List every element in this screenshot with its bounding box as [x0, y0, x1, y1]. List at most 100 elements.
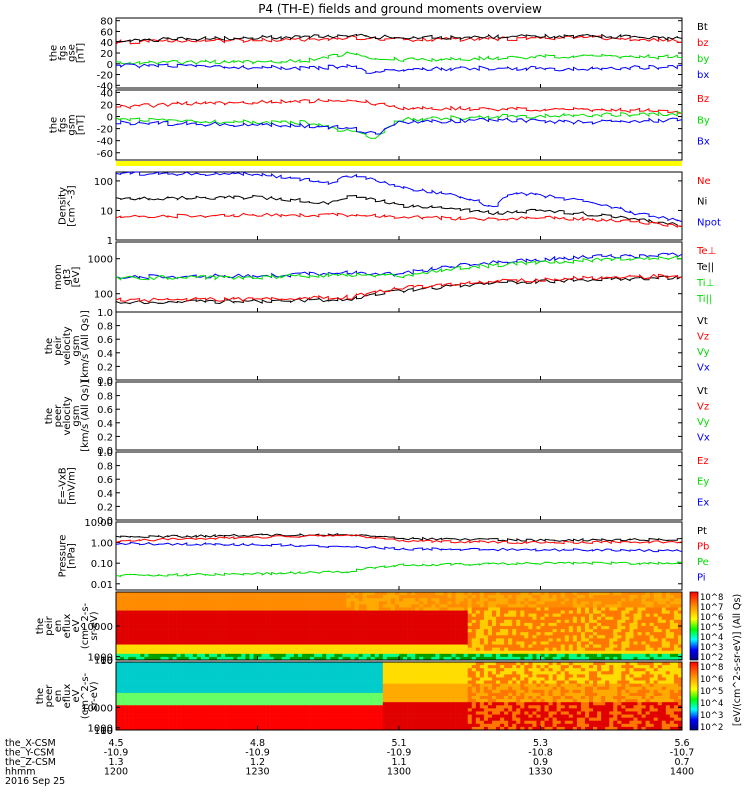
y-tick-label: -20: [97, 71, 113, 82]
series-line-te: [115, 274, 683, 305]
y-tick-label: 60: [100, 27, 113, 38]
spectrogram-cells: [116, 592, 683, 661]
series-line-pe: [115, 561, 683, 578]
plot-frame: [115, 311, 683, 381]
footer-value: 4.5: [108, 738, 123, 749]
series-line-pt: [115, 533, 683, 543]
plot-frame: [115, 381, 683, 451]
footer-value: -10.7: [670, 748, 695, 759]
y-tick-label: 100: [94, 290, 113, 301]
legend-entry: Vy: [697, 417, 710, 428]
legend-entry: Vz: [697, 332, 709, 343]
y-tick-label: 100: [94, 177, 113, 188]
footer-value: -10.8: [528, 748, 553, 759]
y-tick-label: -40: [97, 81, 113, 92]
panel-s2: 10000 100010010thepeerenefluxeV(cm^2-s-sr…: [35, 661, 683, 737]
footer-value: -10.9: [104, 748, 129, 759]
y-tick-label: 0.2: [97, 432, 113, 443]
colorbars: 10^810^710^610^510^410^310^210^8 10^6 10^5…: [689, 591, 743, 733]
y-axis-label: thefgsgse[nT]: [49, 43, 87, 63]
legend-entry: Pb: [697, 542, 709, 553]
series-line-ni: [115, 194, 683, 227]
colorbar-tick: 10^8: [700, 593, 723, 603]
y-tick-label: 40: [100, 88, 113, 99]
plot-frame: [115, 17, 683, 89]
y-tick-label: -20: [97, 125, 113, 136]
y-tick-label: 1: [107, 236, 113, 247]
footer-value: -10.9: [387, 748, 412, 759]
y-tick-label: 20: [100, 100, 113, 111]
footer-value: 0.7: [674, 757, 689, 768]
y-tick-label: 0.01: [91, 580, 113, 591]
y-tick-label: 100: [94, 656, 113, 667]
colorbar-tick: 10^6: [700, 613, 723, 623]
y-tick-label: 1000: [88, 653, 113, 664]
colorbar-s2: 10^8 10^6 10^5 10^4 10^3 10^2: [689, 661, 723, 733]
footer-row-label: hhmm: [5, 767, 36, 778]
footer-value: 1330: [528, 767, 552, 778]
y-axis-label: thepeirenefluxeV(cm^2-s-sr-eV): [35, 602, 100, 649]
footer-date: 2016 Sep 25: [5, 776, 65, 787]
y-tick-label: 1.00: [91, 539, 113, 550]
y-tick-label: 20: [100, 49, 113, 60]
panel-p7: 1.0 0.8 0.6 0.4 0.2 0.0 thepeervelocitygsm[km/…: [44, 378, 710, 457]
y-tick-label: 10000: [81, 622, 113, 633]
y-tick-label: 0.4: [97, 349, 113, 360]
y-tick-label: 0.4: [97, 419, 113, 430]
legend-entry: Bt: [697, 22, 708, 33]
colorbar-tick: 10^2: [700, 653, 723, 663]
footer-value: 0.9: [533, 757, 548, 768]
y-tick-label: 0.2: [97, 362, 113, 373]
y-tick-label: 10.00: [84, 518, 113, 529]
y-axis-label: E=-VxB[mV/m]: [58, 467, 78, 505]
panel-p6: 1.0 0.8 0.6 0.4 0.2 0.0 thepeirvelocitygsm[km/…: [44, 308, 710, 387]
y-tick-label: 0.6: [97, 475, 113, 486]
y-axis-label: thefgsgsm[nT]: [49, 114, 87, 135]
legend-entry: Bz: [697, 94, 709, 105]
colorbar-s1: 10^810^710^610^510^410^310^2: [689, 591, 723, 663]
legend-entry: by: [697, 54, 709, 65]
y-tick-label: 10000: [81, 703, 113, 714]
y-tick-label: 0.6: [97, 405, 113, 416]
series-line-te: [115, 273, 683, 303]
y-axis-label: Density[cm^-3]: [58, 185, 78, 226]
y-tick-label: -40: [97, 137, 113, 148]
y-tick-label: 10: [100, 206, 113, 217]
footer-value: 5.6: [674, 738, 689, 749]
colorbar-tick: 10^7: [700, 603, 723, 613]
series-line-ne: [115, 212, 683, 228]
legend-entry: Vy: [697, 347, 710, 358]
y-axis-label: thepeerenefluxeV(cm^2-s-sr-eV): [35, 672, 100, 719]
colorbar-tick: 10^6: [700, 675, 723, 685]
legend-entry: Te||: [696, 262, 714, 273]
y-tick-label: 0.0: [97, 446, 113, 457]
y-tick-label: -60: [97, 149, 113, 160]
legend-entry: Ez: [697, 456, 709, 467]
colorbar-tick: 10^3: [700, 711, 723, 721]
y-tick-label: 1.0: [97, 308, 113, 319]
panel-p4: 100 10 1 Density[cm^-3] Ne Ni Npot: [58, 171, 721, 247]
y-tick-label: 40: [100, 38, 113, 49]
y-tick-label: 0.6: [97, 335, 113, 346]
y-tick-label: 0: [107, 113, 113, 124]
y-tick-label: 0.4: [97, 489, 113, 500]
series-line-pi: [115, 541, 683, 553]
footer-value: 5.3: [533, 738, 548, 749]
colorbar-tick: 10^5: [700, 687, 723, 697]
footer-row-label: the_Y-CSM: [5, 748, 54, 759]
colorbar-label: [eV/(cm^2-s-sr-eV)] (All Qs): [732, 594, 743, 726]
colorbar-tick: 10^3: [700, 643, 723, 653]
series-line-npot: [115, 171, 683, 223]
footer-value: 5.1: [391, 738, 406, 749]
colorbar-tick: 10^4: [700, 699, 723, 709]
series-line-ti: [115, 252, 683, 280]
series-line-bt: [115, 33, 683, 43]
y-tick-label: 80: [100, 17, 113, 28]
legend-entry: Pi: [697, 573, 706, 584]
legend-entry: Ti||: [696, 294, 712, 305]
y-tick-label: 1000: [88, 724, 113, 735]
series-line-bz: [115, 97, 683, 114]
